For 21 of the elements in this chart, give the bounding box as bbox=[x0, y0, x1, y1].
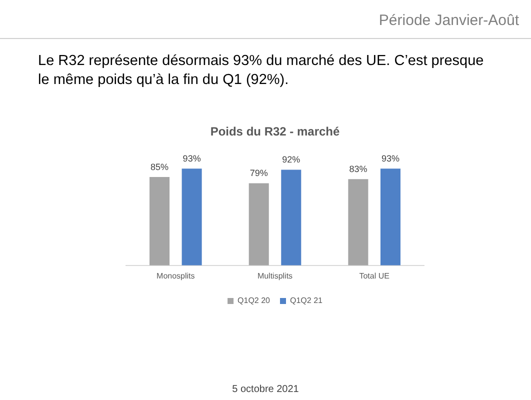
legend-label: Q1Q2 21 bbox=[290, 296, 324, 306]
x-tick-label: Multisplits bbox=[257, 271, 293, 280]
data-label: 83% bbox=[349, 164, 368, 174]
bar bbox=[150, 177, 170, 266]
text: Période Janvier-Août bbox=[378, 12, 519, 29]
bar bbox=[348, 179, 368, 266]
x-tick-label: Monosplits bbox=[156, 271, 195, 280]
bar bbox=[281, 170, 302, 266]
data-label: 93% bbox=[182, 154, 201, 164]
text: 5 octobre 2021 bbox=[231, 384, 300, 395]
bar bbox=[248, 183, 269, 266]
legend-label: Q1Q2 20 bbox=[238, 296, 271, 306]
data-label: 92% bbox=[282, 154, 300, 165]
bar bbox=[380, 168, 400, 266]
data-label: 79% bbox=[250, 168, 268, 178]
bar bbox=[182, 168, 202, 266]
data-label: 85% bbox=[150, 162, 169, 172]
data-label: 93% bbox=[381, 154, 400, 164]
text: Le R32 représente désormais 93% du marché des UE. C’est presque le même poids qu’à la fin du Q1 (92%). bbox=[38, 52, 485, 90]
x-tick-label: Total UE bbox=[359, 271, 390, 280]
chart-title: Poids du R32 - marché bbox=[210, 124, 340, 139]
